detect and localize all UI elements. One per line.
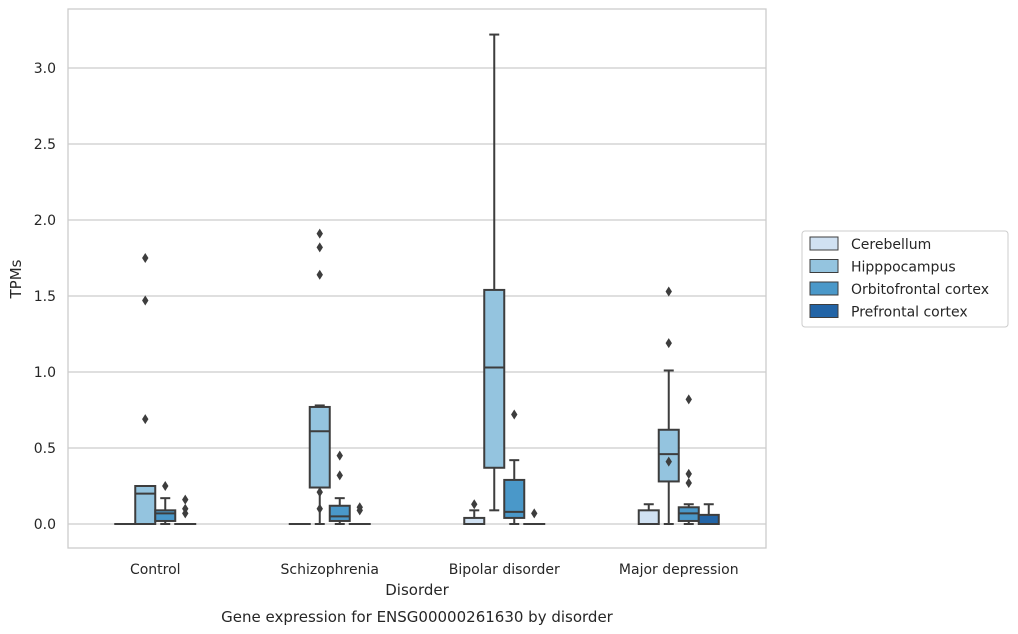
outlier-point — [511, 409, 518, 420]
box-plot — [308, 228, 331, 525]
outlier-point — [471, 499, 478, 510]
y-tick-label: 2.5 — [34, 137, 56, 153]
outlier-point — [142, 414, 149, 425]
outlier-point — [162, 481, 169, 491]
box-iqr — [308, 405, 331, 489]
box-plot — [134, 253, 157, 525]
outlier-point — [316, 242, 323, 253]
box-plot — [154, 481, 177, 525]
x-tick-label: Schizophrenia — [281, 562, 379, 578]
plot-frame — [67, 8, 767, 549]
outlier-point — [316, 269, 323, 280]
outlier-point — [336, 470, 343, 481]
x-tick-label: Major depression — [619, 562, 739, 578]
box-plot — [348, 502, 371, 526]
box-plot — [483, 33, 506, 512]
y-tick-label: 1.0 — [34, 365, 56, 381]
outlier-point — [142, 253, 149, 263]
box-plot — [523, 508, 546, 526]
outlier-point — [182, 494, 189, 505]
outlier-point — [182, 503, 189, 514]
outlier-point — [685, 394, 692, 405]
chart-caption: Gene expression for ENSG00000261630 by d… — [221, 608, 614, 626]
box-plot — [637, 503, 660, 526]
box-plot — [328, 450, 351, 525]
outlier-point — [685, 468, 692, 479]
legend-label: Cerebellum — [851, 237, 931, 253]
outlier-point — [685, 477, 692, 488]
box-plot — [697, 503, 720, 526]
outlier-point — [142, 295, 149, 306]
box-plot — [503, 409, 526, 525]
y-tick-label: 0.0 — [34, 517, 56, 533]
legend-frame — [801, 230, 1009, 328]
box-iqr — [637, 509, 660, 526]
outlier-point — [336, 450, 343, 461]
outlier-point — [356, 502, 363, 513]
outlier-point — [316, 503, 323, 514]
legend-label: Orbitofrontal cortex — [851, 282, 989, 298]
box-iqr — [154, 509, 177, 522]
legend-swatch — [809, 259, 839, 273]
y-tick-label: 1.5 — [34, 289, 56, 305]
x-tick-label: Control — [130, 562, 181, 578]
y-tick-label: 2.0 — [34, 213, 56, 229]
y-axis-title: TPMs — [7, 259, 25, 299]
x-tick-labels: Control Schizophrenia Bipolar disorder Majo… — [130, 562, 739, 578]
box-groups — [114, 33, 720, 526]
legend-swatch — [809, 236, 839, 251]
box-iqr — [503, 478, 526, 519]
x-axis-title: Disorder — [385, 581, 449, 599]
outlier-point — [316, 228, 323, 239]
legend-swatch — [809, 281, 839, 296]
legend-label: Hipppocampus — [851, 260, 956, 276]
outlier-point — [665, 456, 672, 467]
outlier-point — [665, 286, 672, 297]
box-iqr — [328, 504, 351, 522]
outlier-point — [531, 508, 538, 519]
box-plot — [657, 286, 680, 525]
y-tick-label: 3.0 — [34, 61, 56, 77]
grid-lines — [68, 67, 766, 525]
box-plot — [174, 494, 197, 526]
box-iqr — [483, 288, 506, 469]
legend: Cerebellum Hipppocampus Orbitofrontal cort… — [801, 230, 1009, 328]
box-plot — [677, 394, 700, 525]
x-tick-label: Bipolar disorder — [449, 562, 560, 578]
y-tick-label: 0.5 — [34, 441, 56, 457]
legend-swatch — [809, 304, 839, 318]
y-tick-labels: 0.0 0.5 1.0 1.5 2.0 2.5 3.0 — [34, 61, 56, 533]
box-iqr — [134, 485, 157, 525]
outlier-point — [316, 487, 323, 498]
legend-label: Prefrontal cortex — [851, 305, 968, 321]
box-iqr — [657, 428, 680, 483]
outlier-point — [665, 338, 672, 349]
box-iqr — [697, 513, 720, 526]
box-plot — [463, 499, 486, 525]
